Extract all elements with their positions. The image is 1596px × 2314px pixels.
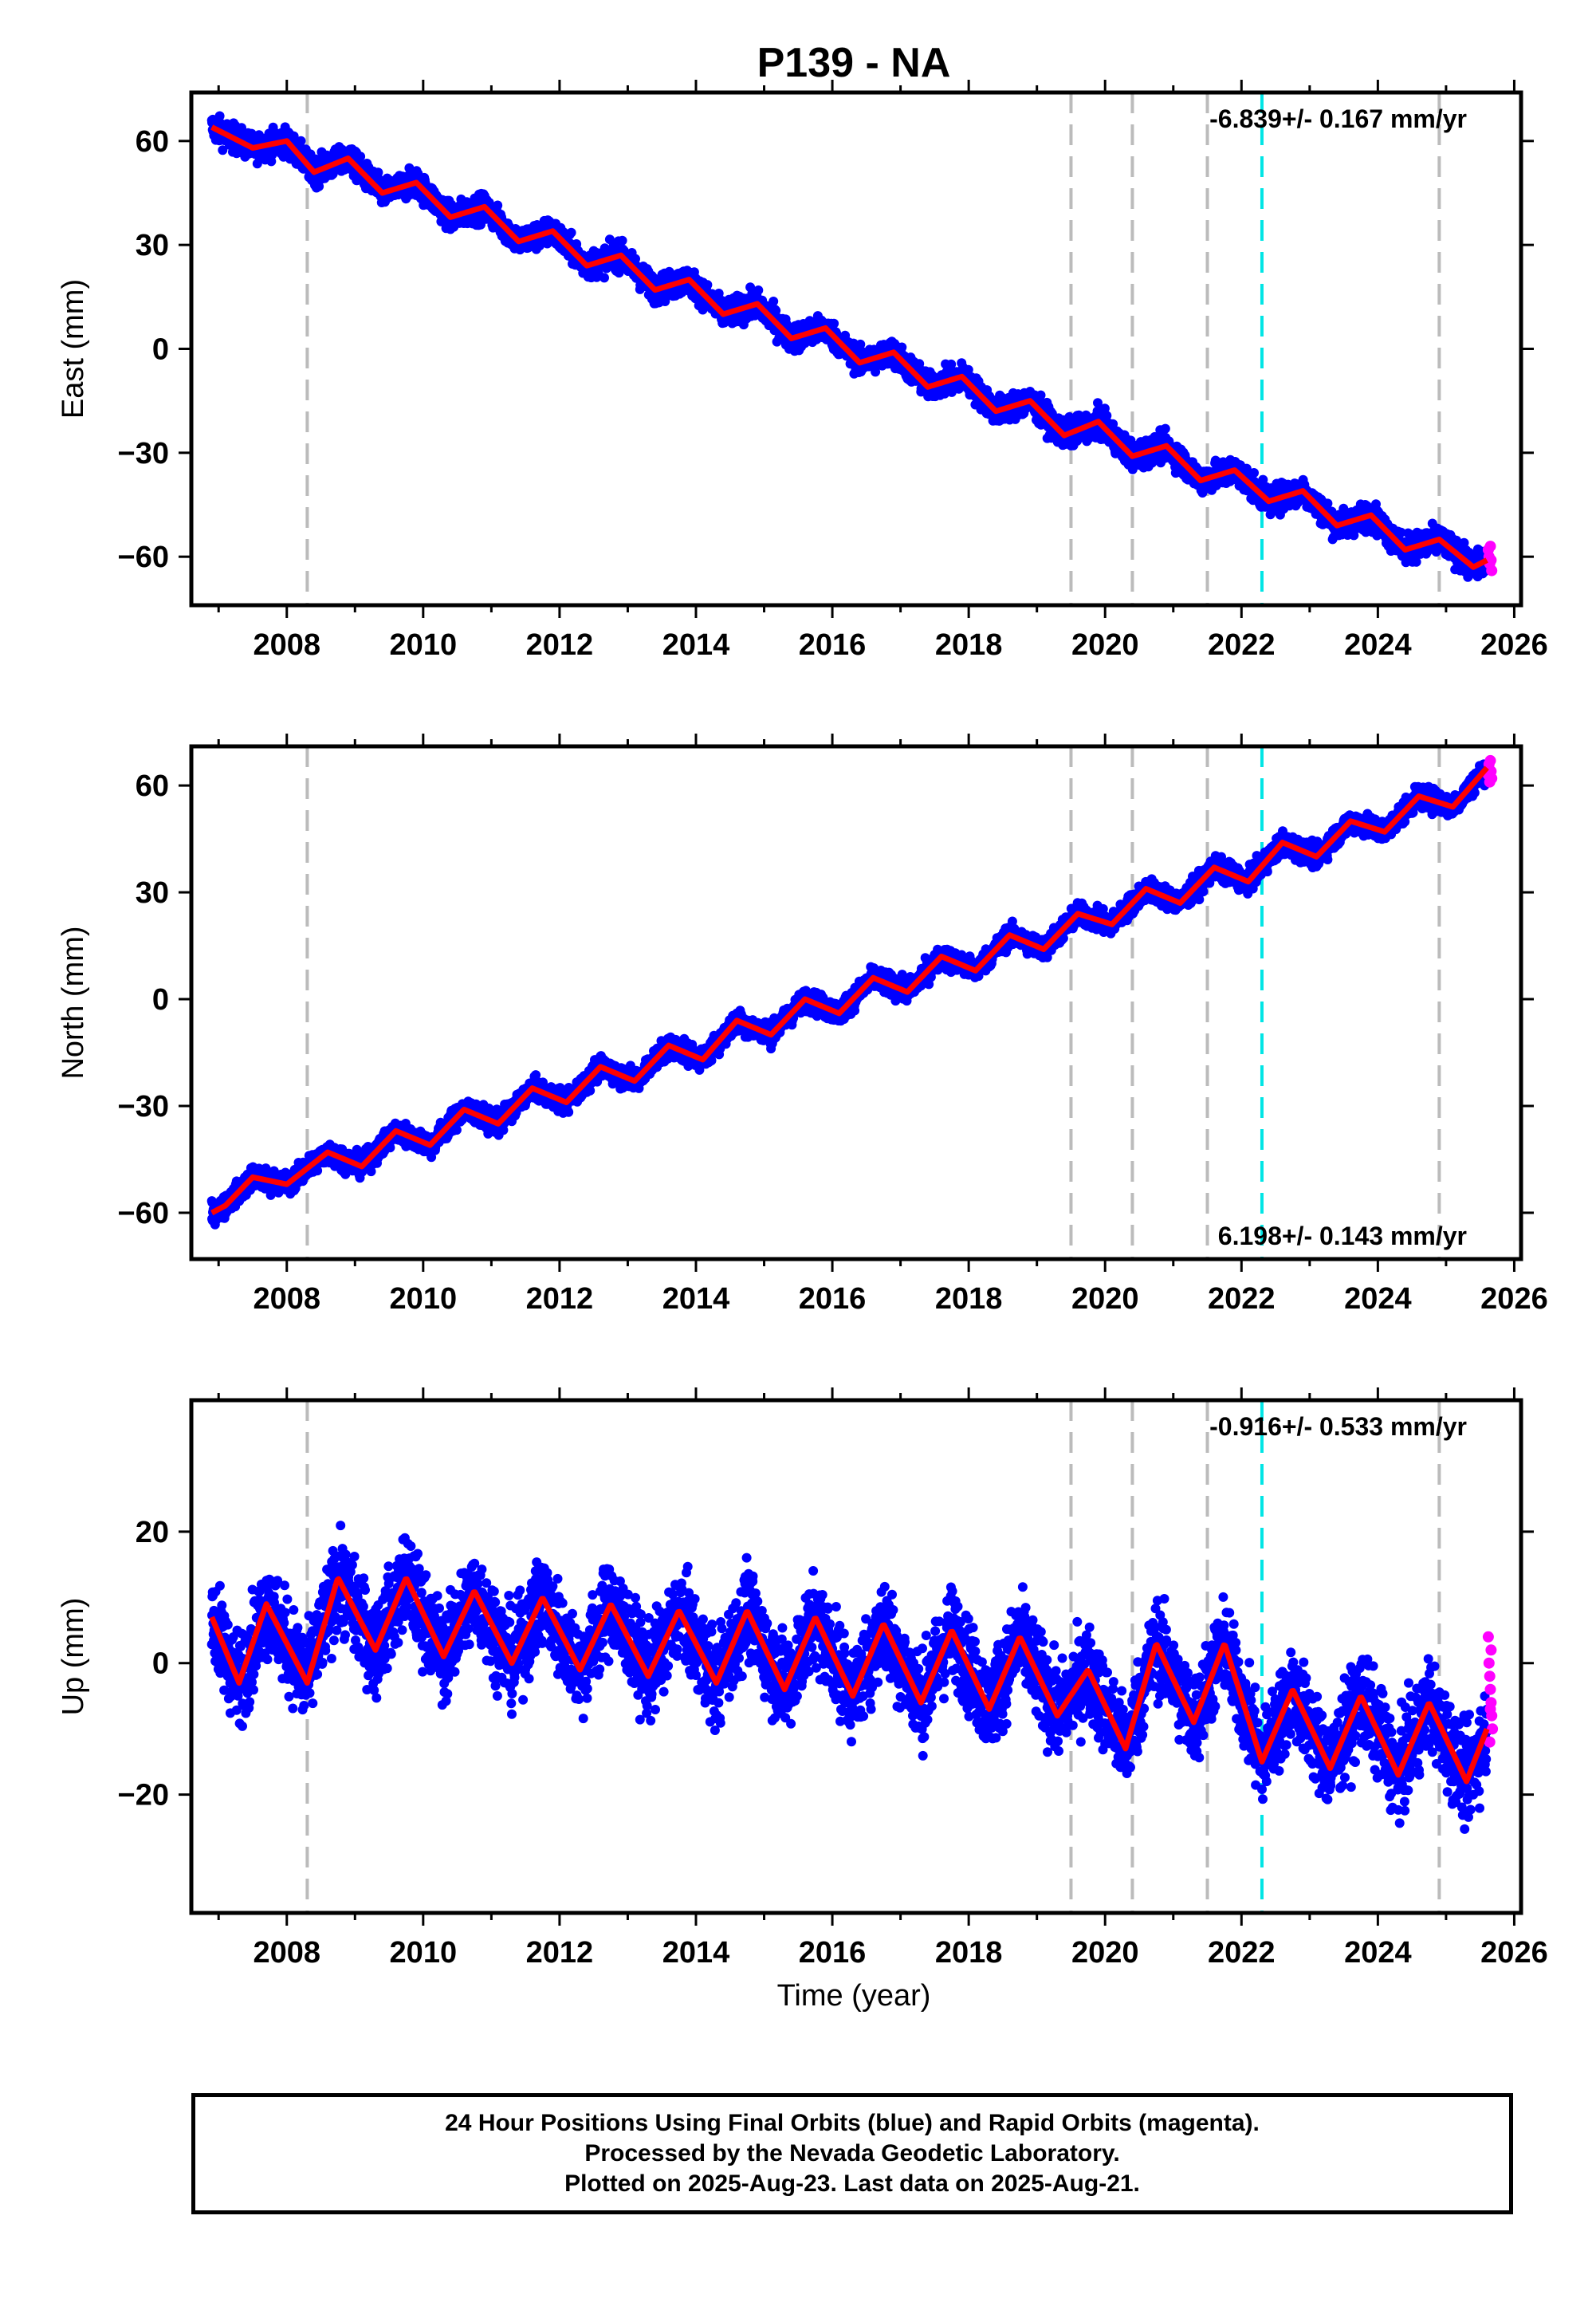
x-tick-label: 2008 bbox=[253, 628, 320, 662]
rapid-point bbox=[1486, 565, 1498, 577]
y-tick-label: −30 bbox=[118, 437, 169, 470]
x-tick-label: 2010 bbox=[390, 628, 458, 662]
x-tick-label: 2014 bbox=[662, 628, 730, 662]
model-fit-line bbox=[210, 124, 1488, 570]
data-point bbox=[617, 235, 627, 246]
final-orbit-points bbox=[206, 111, 1492, 582]
east-panel: 2008 2010 2012 2014 2016 2018 2020 2022 2024 2026… bbox=[57, 80, 1548, 662]
data-point bbox=[946, 387, 957, 397]
data-point bbox=[1396, 527, 1406, 537]
data-point bbox=[829, 318, 839, 329]
data-point bbox=[1102, 411, 1112, 421]
data-point bbox=[1323, 498, 1333, 509]
data-point bbox=[296, 136, 306, 146]
rapid-orbit-points bbox=[1482, 541, 1498, 577]
y-tick-label: 30 bbox=[136, 229, 169, 262]
data-point bbox=[713, 289, 724, 298]
data-point bbox=[493, 200, 503, 211]
x-tick-label: 2020 bbox=[1071, 628, 1139, 662]
rapid-point bbox=[1484, 541, 1496, 553]
data-point bbox=[946, 359, 957, 369]
data-point bbox=[356, 152, 366, 162]
north-panel: 2008 2010 2012 2014 2016 2018 2020 2022 2024 2026… bbox=[57, 734, 1548, 1316]
chart-title: P139 - NA bbox=[757, 40, 951, 86]
data-point bbox=[1411, 557, 1421, 567]
data-point bbox=[1258, 474, 1268, 485]
data-point bbox=[855, 339, 866, 349]
data-point bbox=[702, 280, 713, 290]
x-tick-label: 2024 bbox=[1344, 628, 1412, 662]
x-tick-label: 2022 bbox=[1208, 628, 1276, 662]
data-point bbox=[1249, 468, 1259, 478]
data-point bbox=[897, 342, 907, 352]
plot-area bbox=[206, 92, 1498, 605]
x-tick-label: 2016 bbox=[799, 628, 867, 662]
y-tick-label: 0 bbox=[152, 333, 169, 367]
data-point bbox=[769, 297, 779, 306]
data-point bbox=[566, 227, 576, 238]
data-point bbox=[1459, 537, 1469, 548]
data-point bbox=[1099, 403, 1110, 414]
data-point bbox=[771, 305, 781, 316]
data-point bbox=[599, 273, 609, 283]
data-point bbox=[218, 145, 228, 155]
rapid-point bbox=[1485, 554, 1497, 566]
y-axis-label: East (mm) bbox=[57, 279, 90, 419]
final-orbit-points bbox=[206, 759, 1492, 1230]
data-point bbox=[1036, 390, 1046, 400]
data-point bbox=[314, 181, 324, 191]
plot-area bbox=[206, 746, 1498, 1259]
rate-label: -6.839+/- 0.167 mm/yr bbox=[1209, 104, 1467, 133]
data-point bbox=[871, 367, 881, 377]
data-point bbox=[1160, 423, 1170, 434]
x-tick-label: 2026 bbox=[1480, 628, 1548, 662]
y-tick-label: −60 bbox=[118, 541, 169, 574]
x-tick-label: 2018 bbox=[935, 628, 1003, 662]
y-tick-label: 60 bbox=[136, 125, 169, 159]
data-point bbox=[753, 285, 764, 295]
x-tick-label: 2012 bbox=[526, 628, 594, 662]
data-point bbox=[214, 111, 225, 121]
data-point bbox=[404, 163, 415, 173]
data-point bbox=[1093, 398, 1103, 408]
